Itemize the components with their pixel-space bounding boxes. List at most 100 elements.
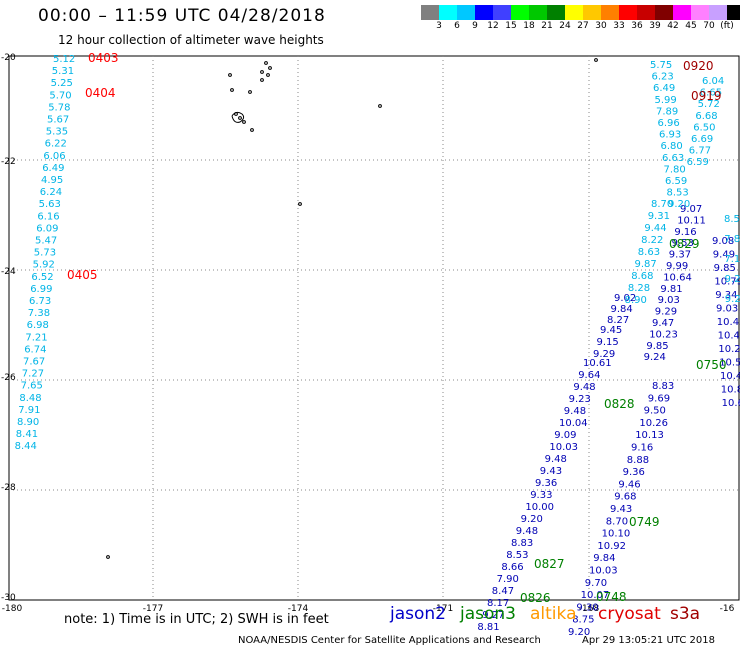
lat-tick-label: -26 [1, 373, 16, 383]
swh-value: 9.46 [618, 479, 640, 490]
legend-swatch [709, 5, 727, 20]
swh-value: 9.23 [725, 274, 740, 285]
legend-label: 27 [577, 21, 589, 31]
legend-swatch [565, 5, 583, 20]
legend-swatch [493, 5, 511, 20]
island-outline [230, 88, 234, 92]
island-outline [298, 202, 302, 206]
track-time-label: 0920 [683, 59, 714, 73]
swh-value: 9.37 [669, 250, 691, 261]
lon-tick-label: -177 [143, 604, 163, 614]
swh-value: 9.69 [648, 393, 670, 404]
swh-value: 10.04 [559, 418, 588, 429]
swh-value: 9.84 [611, 304, 633, 315]
island-outline [250, 128, 254, 132]
island-outline [260, 70, 264, 74]
swh-value: 8.81 [477, 622, 499, 633]
lon-tick-label: -16 [720, 604, 735, 614]
swh-value: 10.45 [718, 331, 740, 342]
swh-value: 6.59 [687, 157, 709, 168]
swh-value: 10.61 [583, 358, 612, 369]
legend-label: 15 [505, 21, 517, 31]
swh-value: 6.59 [665, 176, 687, 187]
swh-value: 6.68 [695, 111, 717, 122]
swh-value: 10.40 [720, 371, 740, 382]
swh-value: 5.72 [698, 99, 720, 110]
swh-value: 4.95 [41, 175, 63, 186]
swh-value: 10.10 [602, 529, 631, 540]
swh-value: 6.49 [653, 83, 675, 94]
swh-value: 9.47 [652, 318, 674, 329]
track-time-label: 0828 [604, 397, 635, 411]
legend-swatch [619, 5, 637, 20]
swh-value: 8.63 [638, 247, 660, 258]
swh-value: 7.80 [664, 164, 686, 175]
lat-tick-label: -22 [1, 157, 16, 167]
track-time-label: 0748 [596, 590, 627, 604]
legend-label: 39 [649, 21, 661, 31]
swh-value: 9.81 [660, 284, 682, 295]
swh-value: 6.99 [30, 284, 52, 295]
legend-swatch [475, 5, 493, 20]
swh-value: 6.74 [24, 344, 46, 355]
swh-value: 9.31 [648, 211, 670, 222]
swh-value: 8.44 [15, 441, 37, 452]
swh-value: 10.92 [597, 541, 626, 552]
credit-text: NOAA/NESDIS Center for Satellite Applica… [238, 635, 541, 646]
swh-value: 5.92 [33, 260, 55, 271]
footer-note: note: 1) Time is in UTC; 2) SWH is in fe… [64, 612, 329, 627]
swh-value: 9.24 [644, 352, 666, 363]
lat-tick-label: -20 [1, 53, 16, 63]
swh-value: 7.38 [28, 308, 50, 319]
legend-label: (ft) [720, 21, 734, 31]
swh-value: 9.29 [593, 349, 615, 360]
swh-value: 8.47 [492, 586, 514, 597]
legend-swatch [655, 5, 673, 20]
swh-value: 9.50 [644, 406, 666, 417]
track-time-label: 0829 [669, 237, 700, 251]
swh-value: 8.27 [607, 315, 629, 326]
swh-value: 9.20 [521, 514, 543, 525]
swh-value: 10.62 [722, 398, 740, 409]
swh-value: 6.80 [661, 141, 683, 152]
legend-label: 33 [613, 21, 625, 31]
swh-value: 10.00 [525, 502, 554, 513]
swh-value: 10.64 [663, 272, 692, 283]
swh-value: 5.35 [46, 127, 68, 138]
swh-value: 9.30 [576, 602, 598, 613]
swh-value: 9.08 [712, 236, 734, 247]
island-outline [231, 111, 245, 123]
swh-value: 8.41 [16, 429, 38, 440]
legend-swatch [637, 5, 655, 20]
swh-value: 5.99 [655, 95, 677, 106]
swh-value: 10.11 [677, 215, 706, 226]
swh-value: 7.90 [497, 574, 519, 585]
swh-value: 9.70 [585, 578, 607, 589]
legend-swatch [421, 5, 439, 20]
swh-value: 9.23 [569, 394, 591, 405]
swh-value: 5.31 [52, 66, 74, 77]
island-outline [238, 116, 242, 120]
swh-value: 8.28 [628, 283, 650, 294]
swh-value: 10.26 [639, 418, 668, 429]
swh-value: 9.64 [578, 370, 600, 381]
swh-value: 5.25 [51, 78, 73, 89]
swh-value: 7.67 [23, 357, 45, 368]
swh-value: 6.63 [662, 153, 684, 164]
swh-value: 5.63 [39, 199, 61, 210]
swh-value: 6.77 [689, 146, 711, 157]
legend-altika: altika [530, 604, 577, 624]
swh-value: 10.25 [718, 344, 740, 355]
legend-swatch [547, 5, 565, 20]
lon-tick-label: -168 [579, 604, 600, 614]
swh-value: 10.07 [581, 590, 610, 601]
swh-value: 9.48 [516, 526, 538, 537]
swh-value: 6.16 [37, 211, 59, 222]
swh-value: 9.85 [646, 341, 668, 352]
swh-value: 9.49 [713, 250, 735, 261]
swh-value: 9.16 [631, 443, 653, 454]
swh-value: 10.79 [714, 277, 740, 288]
island-outline [260, 78, 264, 82]
swh-value: 5.12 [53, 54, 75, 65]
swh-value: 8.68 [631, 271, 653, 282]
